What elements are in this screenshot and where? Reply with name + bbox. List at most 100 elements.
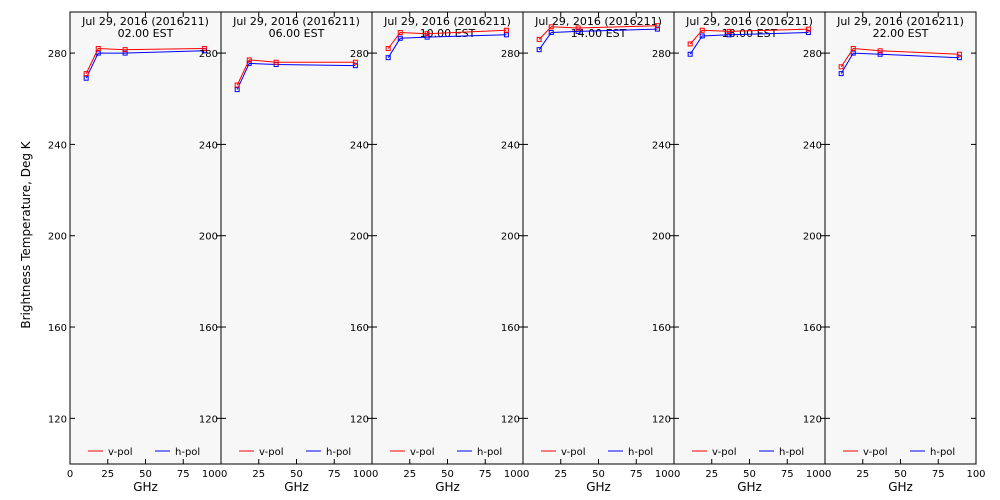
panel-frame [371,11,524,465]
data-point-v-pol [877,48,883,54]
x-tick-label: 75 [781,469,794,480]
series-line-v-pol [538,25,658,40]
x-tick-label: 75 [177,469,190,480]
data-point-h-pol [503,32,509,38]
y-tick-label: 200 [199,232,218,243]
y-tick-label: 280 [199,49,218,60]
y-tick-label: 200 [350,232,369,243]
data-point-v-pol [246,57,252,63]
x-tick-label: 50 [592,469,605,480]
x-tick-label: 0 [221,469,227,480]
data-point-v-pol [654,23,660,29]
data-point-v-pol [726,28,732,34]
data-point-h-pol [234,87,240,93]
legend-label-v-pol: v-pol [863,447,888,458]
panel-frame [824,11,977,465]
x-tick-label: 25 [856,469,869,480]
panel-6: 120 160 200 240 280 0 25 50 75 100 GHz Jul 29, 2016… [803,11,986,494]
data-point-h-pol [805,30,811,36]
x-tick-label: 100 [806,469,825,480]
y-tick-label: 280 [803,49,822,60]
y-tick-label: 160 [652,323,671,334]
data-point-v-pol [397,30,403,36]
x-tick-label: 25 [705,469,718,480]
series-line-v-pol [840,47,960,68]
data-point-v-pol [503,27,509,33]
legend-label-v-pol: v-pol [410,447,435,458]
x-axis-label: GHz [435,480,460,494]
legend-label-h-pol: h-pol [175,447,200,458]
x-tick-label: 25 [252,469,265,480]
data-point-h-pol [352,63,358,69]
y-tick-label: 240 [501,140,520,151]
series-line-h-pol [689,32,809,55]
y-tick-label: 280 [350,49,369,60]
x-tick-label: 25 [101,469,114,480]
panel-frame [69,11,222,465]
data-point-v-pol [956,51,962,57]
x-tick-label: 100 [655,469,674,480]
data-point-h-pol [687,51,693,57]
panel-title: Jul 29, 2016 (2016211) [383,15,511,28]
y-tick-label: 200 [501,232,520,243]
x-tick-label: 0 [372,469,378,480]
data-point-v-pol [687,41,693,47]
y-tick-label: 160 [803,323,822,334]
panels-group: 120 160 200 240 280 0 25 50 75 100 GHz Jul 29, 2016… [48,11,986,494]
x-tick-label: 50 [894,469,907,480]
panel-subtitle: 22.00 EST [873,27,929,40]
panel-4: 120 160 200 240 280 0 25 50 75 100 GHz Jul 29, 2016… [501,11,675,494]
y-tick-label: 160 [501,323,520,334]
x-tick-label: 0 [67,469,73,480]
data-point-v-pol [273,59,279,65]
panel-title: Jul 29, 2016 (2016211) [81,15,209,28]
x-tick-label: 100 [202,469,221,480]
data-point-v-pol [95,46,101,52]
data-point-h-pol [838,71,844,77]
y-tick-label: 200 [803,232,822,243]
y-tick-label: 120 [652,414,671,425]
data-point-h-pol [548,30,554,36]
data-point-h-pol [385,55,391,61]
y-tick-label: 120 [48,414,67,425]
series-line-v-pol [236,59,356,86]
data-point-v-pol [424,31,430,37]
data-point-v-pol [83,71,89,77]
y-axis-label: Brightness Temperature, Deg K [19,140,33,328]
x-tick-label: 100 [504,469,523,480]
x-axis-label: GHz [586,480,611,494]
data-point-h-pol [726,32,732,38]
data-point-h-pol [397,35,403,41]
x-tick-label: 75 [328,469,341,480]
series-line-v-pol [689,28,809,45]
data-point-v-pol [536,36,542,42]
y-tick-label: 280 [652,49,671,60]
panel-title: Jul 29, 2016 (2016211) [685,15,813,28]
panel-2: 120 160 200 240 280 0 25 50 75 100 GHz Jul 29, 2016… [199,11,373,494]
data-point-v-pol [575,25,581,31]
y-tick-label: 200 [652,232,671,243]
data-point-v-pol [838,64,844,70]
series-line-h-pol [387,34,507,58]
data-point-v-pol [122,47,128,53]
data-point-v-pol [352,59,358,65]
series-line-v-pol [85,47,205,74]
y-tick-label: 280 [48,49,67,60]
data-point-h-pol [122,50,128,56]
y-tick-label: 240 [350,140,369,151]
panel-frame [522,11,675,465]
y-tick-label: 120 [350,414,369,425]
series-line-h-pol [236,62,356,90]
data-point-h-pol [956,55,962,61]
x-tick-label: 25 [403,469,416,480]
data-point-h-pol [654,26,660,32]
x-tick-label: 100 [353,469,372,480]
legend-label-v-pol: v-pol [108,447,133,458]
data-point-v-pol [805,26,811,32]
x-tick-label: 50 [743,469,756,480]
y-tick-label: 240 [48,140,67,151]
x-tick-label: 0 [674,469,680,480]
legend-label-h-pol: h-pol [628,447,653,458]
